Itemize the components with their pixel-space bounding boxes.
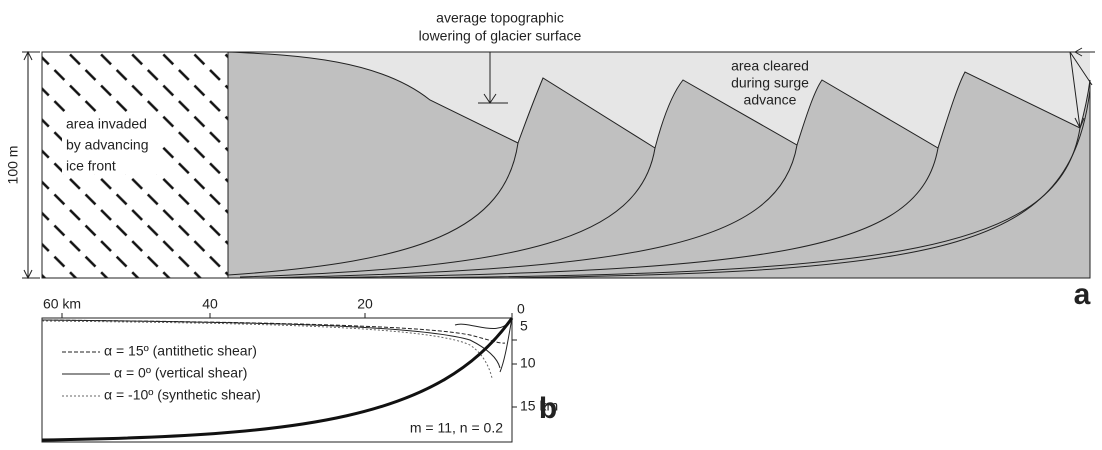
cleared-arrows — [1069, 47, 1095, 129]
glacier-profile — [227, 51, 1091, 279]
params-label: m = 11, n = 0.2 — [410, 420, 503, 436]
legend-entry: α = -10º (synthetic shear) — [104, 387, 261, 403]
label-bg — [62, 112, 162, 174]
panel-label: a — [1074, 278, 1091, 311]
depth-label: 5 — [520, 318, 528, 334]
legend-entry: α = 0º (vertical shear) — [114, 365, 247, 381]
depth-label: 10 — [520, 355, 536, 371]
lowering-label: average topographic — [436, 10, 564, 26]
x-label: 20 — [357, 296, 373, 312]
height-label: 100 m — [5, 146, 21, 185]
panel-b-frame — [41, 317, 513, 443]
synthetic-curve — [41, 320, 493, 379]
cleared-label: advance — [744, 92, 797, 108]
invaded-label: by advancing — [66, 137, 149, 153]
lowering-arrow — [478, 51, 508, 104]
panel-a: area invaded by advancing ice front 100 … — [5, 10, 1095, 311]
bed-curve — [41, 317, 514, 442]
lowering-label: lowering of glacier surface — [419, 28, 582, 44]
x-label: 60 km — [43, 296, 81, 312]
shear-curves — [227, 89, 1091, 279]
legend-entry: α = 15º (antithetic shear) — [104, 343, 257, 359]
cleared-label: during surge — [731, 75, 809, 91]
axis-ticks — [61, 313, 517, 408]
panel-b: 60 km 40 20 0 5 10 15 km α = 15º (antith… — [41, 296, 558, 443]
vertical-curve — [41, 319, 501, 369]
depth-label: 15 km — [520, 398, 558, 414]
height-arrows — [22, 50, 40, 280]
invaded-label: ice front — [66, 158, 116, 174]
panel-label: b — [539, 392, 557, 425]
invaded-label: area invaded — [66, 116, 147, 132]
x-label: 40 — [202, 296, 218, 312]
x-label: 0 — [517, 301, 525, 317]
cleared-label: area cleared — [731, 58, 809, 74]
